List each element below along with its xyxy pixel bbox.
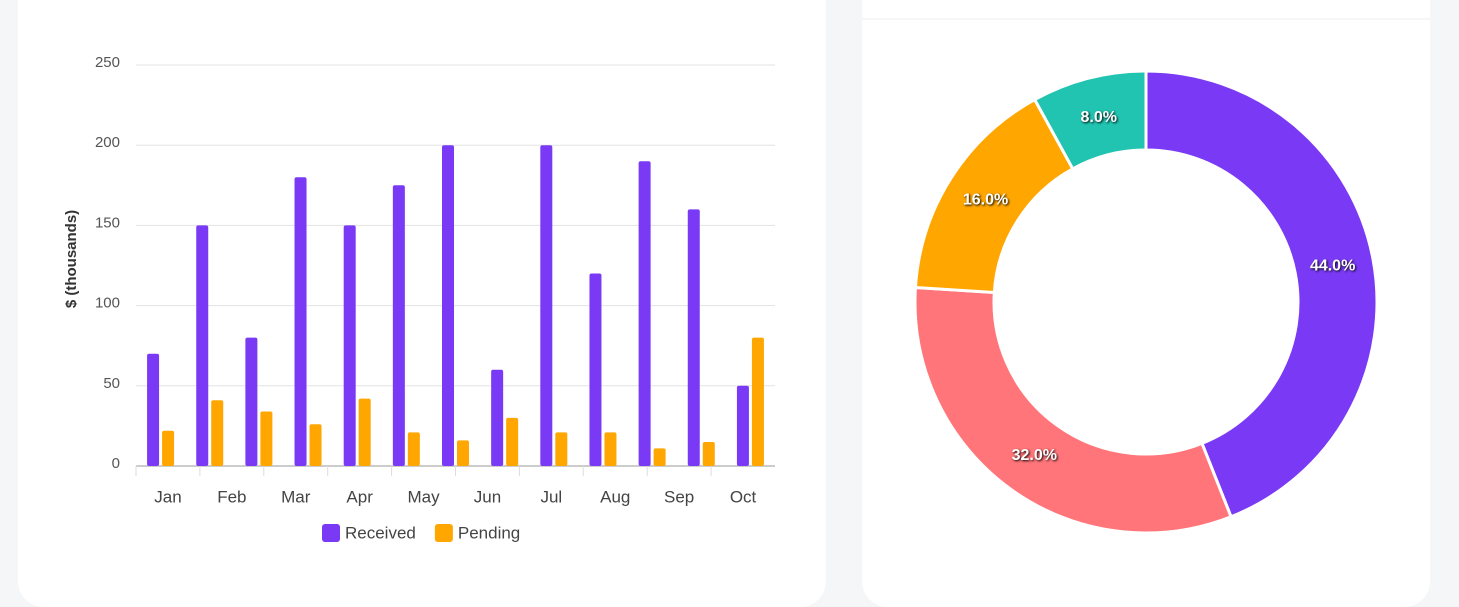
bar (196, 225, 209, 466)
bar (392, 185, 405, 467)
donut-slice (1032, 69, 1148, 171)
slice-label: 44.0% (1310, 258, 1355, 275)
bar (702, 441, 715, 466)
bar (687, 209, 700, 467)
slice-label: 8.0% (1081, 109, 1117, 126)
x-tick-label: Sep (664, 487, 694, 506)
bar (491, 369, 504, 466)
x-tick-label: Jan (154, 487, 181, 506)
x-tick-label: Jun (474, 487, 501, 506)
legend-swatch (322, 524, 340, 542)
legend-label: Received (345, 523, 416, 542)
bar (260, 411, 273, 466)
y-tick-label: 150 (95, 214, 120, 231)
bar (147, 353, 160, 466)
bar (442, 145, 454, 466)
y-tick-label: 100 (95, 295, 120, 312)
x-tick-label: Oct (730, 487, 757, 506)
bar (736, 385, 749, 466)
bar (343, 225, 356, 466)
bar (653, 448, 666, 466)
y-tick-label: 200 (95, 134, 120, 151)
donut-slice (913, 285, 1233, 535)
x-tick-label: Feb (217, 487, 246, 506)
bar (211, 400, 224, 466)
y-tick-label: 0 (112, 455, 120, 472)
bar (540, 145, 553, 466)
bar (555, 432, 568, 466)
bar (309, 424, 322, 466)
y-tick-label: 50 (103, 375, 120, 392)
y-axis-label: $ (thousands) (63, 210, 80, 308)
legend-swatch (434, 524, 453, 542)
x-tick-label: Apr (346, 487, 373, 506)
bar (162, 430, 175, 466)
x-tick-label: Jul (540, 487, 562, 506)
x-tick-label: Mar (281, 487, 311, 506)
bar (407, 432, 420, 466)
slice-label: 32.0% (1012, 447, 1057, 464)
bar-card (18, 0, 826, 607)
bar (604, 432, 617, 466)
x-tick-label: May (407, 487, 440, 506)
donut-slice (1144, 69, 1379, 519)
bar (358, 398, 371, 466)
bar (589, 273, 602, 466)
legend-label: Pending (458, 523, 520, 542)
bar (294, 177, 307, 466)
bar (457, 440, 469, 466)
slice-label: 16.0% (963, 191, 1008, 208)
bar (751, 337, 764, 466)
bar (506, 417, 519, 466)
x-tick-label: Aug (600, 487, 630, 506)
y-tick-label: 250 (95, 54, 120, 71)
bar (245, 337, 258, 466)
bar (638, 161, 651, 467)
